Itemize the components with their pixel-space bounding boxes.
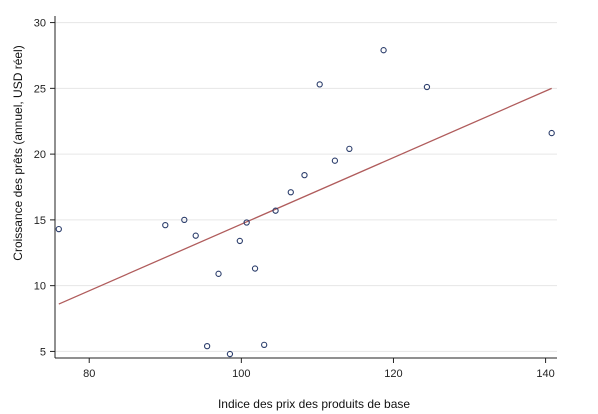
scatter-point-17 (380, 47, 387, 54)
scatter-point-6 (226, 350, 234, 358)
scatter-point-5 (215, 270, 222, 277)
scatter-point-12 (287, 189, 294, 196)
scatter-point-4 (203, 343, 211, 350)
x-tick-label-1: 100 (232, 368, 250, 380)
scatter-point-15 (331, 157, 339, 164)
y-tick-label-1: 10 (34, 281, 46, 293)
scatter-point-10 (261, 341, 268, 348)
data-points (55, 47, 555, 358)
y-axis-label: Croissance des prêts (annuel, USD réel) (11, 45, 25, 260)
y-tick-label-5: 30 (34, 18, 46, 30)
scatter-point-13 (301, 172, 308, 179)
tick-labels: 5 10 15 20 25 30 80 100 120 140 (34, 18, 555, 380)
fit-line-group (58, 87, 552, 305)
axes (54, 16, 557, 359)
scatter-point-9 (251, 265, 259, 272)
x-tick-label-3: 140 (536, 368, 554, 380)
y-tick-label-2: 15 (34, 215, 46, 227)
x-axis-label: Indice des prix des produits de base (218, 397, 410, 411)
grid-lines (55, 22, 557, 352)
scatter-point-11 (272, 207, 279, 214)
y-tick-label-0: 5 (40, 346, 46, 358)
scatter-point-8 (243, 219, 250, 226)
scatter-point-2 (181, 216, 188, 224)
fit-line (58, 87, 552, 305)
scatter-point-18 (423, 83, 431, 91)
scatter-point-14 (316, 81, 323, 88)
scatter-point-3 (192, 232, 199, 239)
scatter-point-16 (346, 145, 353, 153)
x-tick-label-2: 120 (384, 368, 402, 380)
scatter-point-1 (162, 221, 169, 229)
tick-marks (50, 22, 547, 363)
y-tick-label-4: 25 (34, 83, 46, 95)
scatter-point-7 (236, 237, 243, 245)
y-tick-label-3: 20 (34, 149, 46, 161)
scatter-point-0 (55, 225, 62, 233)
x-tick-label-0: 80 (83, 368, 95, 380)
scatter-point-19 (548, 129, 555, 137)
